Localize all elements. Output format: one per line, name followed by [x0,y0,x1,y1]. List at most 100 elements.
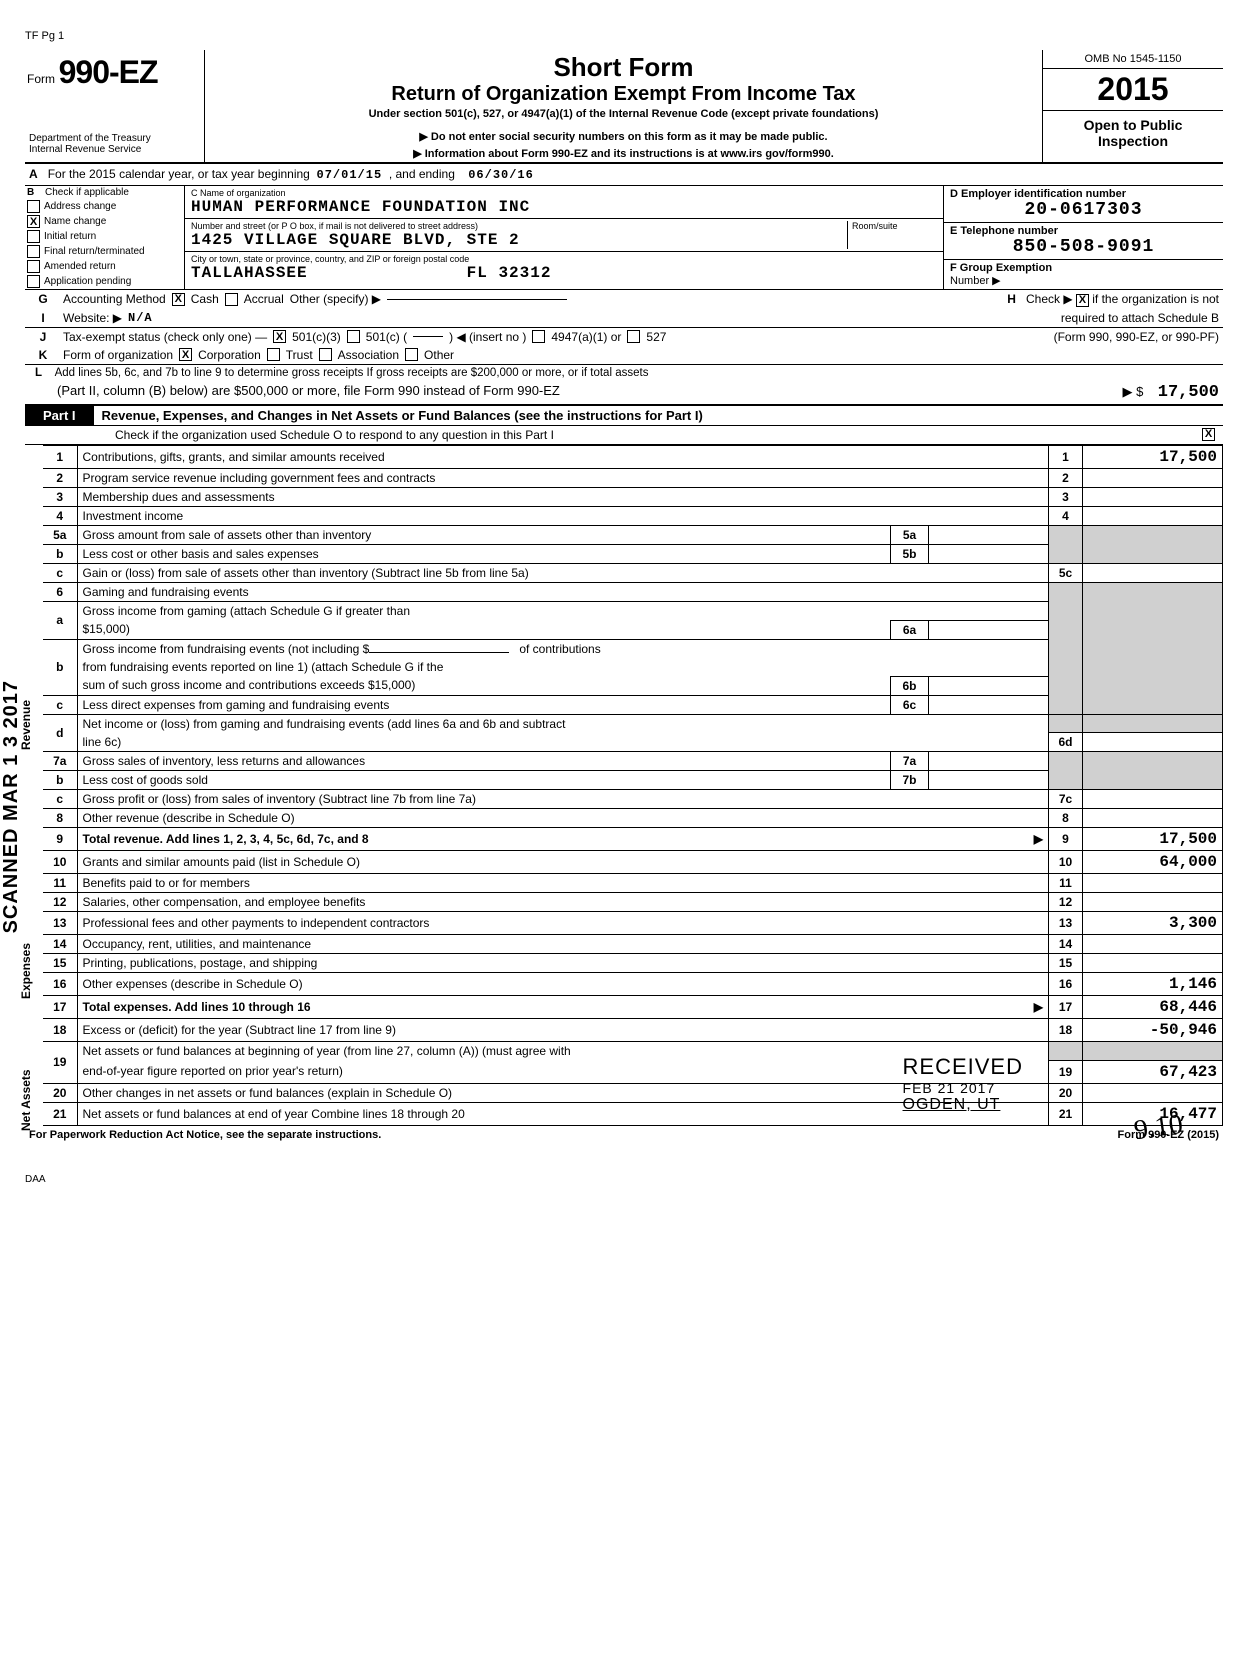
d6c: Less direct expenses from gaming and fun… [77,695,891,714]
d14: Occupancy, rent, utilities, and maintena… [77,935,1049,954]
lbl-initial-return: Initial return [44,231,96,242]
lbl-4947: 4947(a)(1) or [551,330,621,344]
v20 [1083,1083,1223,1102]
n11: 11 [43,874,77,893]
chk-address-change[interactable] [27,200,40,213]
v5c [1083,563,1223,582]
chk-initial-return[interactable] [27,230,40,243]
date-begin: 07/01/15 [317,168,383,182]
n2: 2 [43,468,77,487]
row-a-prefix: For the 2015 calendar year, or tax year … [48,167,310,181]
h-text-1: Check ▶ [1026,292,1073,306]
form-header: Form 990-EZ Department of the Treasury I… [25,50,1223,164]
form-number: 990-EZ [59,54,158,90]
n16: 16 [43,973,77,996]
n20: 20 [43,1083,77,1102]
lbl-cash: Cash [191,292,219,306]
d6d2: line 6c) [77,733,1049,752]
n6d: d [43,714,77,752]
form-of-org-label: Form of organization [63,348,173,362]
form-prefix: Form [27,72,55,86]
sn6a: 6a [891,620,929,639]
org-name: HUMAN PERFORMANCE FOUNDATION INC [191,198,937,216]
letter-l: L [35,367,42,379]
chk-final-return[interactable] [27,245,40,258]
chk-501c[interactable] [347,330,360,343]
n7c: c [43,790,77,809]
ln18: 18 [1049,1019,1083,1042]
section-b: B Check if applicable Address change XNa… [25,186,1223,290]
501c-insert[interactable] [413,336,443,337]
fundraising-amount-field[interactable] [369,652,509,653]
v1: 17,500 [1083,445,1223,468]
inspection-1: Open to Public [1043,117,1223,133]
n4: 4 [43,506,77,525]
chk-501c3[interactable]: X [273,330,286,343]
n5b: b [43,544,77,563]
d6b: Gross income from fundraising events (no… [77,639,1049,658]
d17: Total expenses. Add lines 10 through 16▶ [77,996,1049,1019]
h-text-3: required to attach Schedule B [1061,311,1219,325]
part-1-header: Part I Revenue, Expenses, and Changes in… [25,406,1223,426]
lbl-trust: Trust [286,348,313,362]
v17: 68,446 [1083,996,1223,1019]
label-street: Number and street (or P O box, if mail i… [191,221,847,231]
n10: 10 [43,851,77,874]
chk-h[interactable]: X [1076,294,1089,307]
lbl-association: Association [338,348,399,362]
d9: Total revenue. Add lines 1, 2, 3, 4, 5c,… [77,828,1049,851]
chk-application-pending[interactable] [27,275,40,288]
side-revenue: Revenue [19,595,33,855]
lbl-application-pending: Application pending [44,276,131,287]
ln4: 4 [1049,506,1083,525]
chk-amended-return[interactable] [27,260,40,273]
label-d-ein: D Employer identification number [950,188,1217,200]
city-state-zip: TALLAHASSEE FL 32312 [191,264,937,282]
v19: 67,423 [1083,1060,1223,1083]
chk-corporation[interactable]: X [179,348,192,361]
lbl-corporation: Corporation [198,348,261,362]
ln14: 14 [1049,935,1083,954]
chk-4947[interactable] [532,330,545,343]
chk-cash[interactable]: X [172,293,185,306]
lbl-501c: 501(c) ( [366,330,407,344]
d6b4: sum of such gross income and contributio… [77,676,891,695]
row-a: A For the 2015 calendar year, or tax yea… [25,164,1223,186]
v12 [1083,893,1223,912]
lbl-final-return: Final return/terminated [44,246,145,257]
letter-j: J [29,330,57,344]
page-marker: TF Pg 1 [25,30,1223,42]
chk-name-change[interactable]: X [27,215,40,228]
d2: Program service revenue including govern… [77,468,1049,487]
d6: Gaming and fundraising events [77,582,1049,601]
year-box: OMB No 1545-1150 2015 Open to Public Ins… [1043,50,1223,162]
chk-association[interactable] [319,348,332,361]
chk-527[interactable] [627,330,640,343]
street-address: 1425 VILLAGE SQUARE BLVD, STE 2 [191,231,847,249]
chk-accrual[interactable] [225,293,238,306]
lbl-527: 527 [646,330,666,344]
tax-exempt-label: Tax-exempt status (check only one) — [63,330,267,344]
chk-schedule-o[interactable]: X [1202,428,1215,441]
inspection-label: Open to Public Inspection [1043,111,1223,155]
chk-trust[interactable] [267,348,280,361]
j-right: (Form 990, 990-EZ, or 990-PF) [1054,330,1219,344]
other-specify-field[interactable] [387,299,567,300]
v13: 3,300 [1083,912,1223,935]
lbl-accrual: Accrual [244,292,284,306]
received-stamp: RECEIVED FEB 21 2017 OGDEN, UT [903,1054,1023,1114]
row-l-2: (Part II, column (B) below) are $500,000… [25,381,1223,406]
chk-other-org[interactable] [405,348,418,361]
stamp-received: RECEIVED [903,1054,1023,1080]
row-l-text-2: (Part II, column (B) below) are $500,000… [57,383,560,402]
label-c: C Name of organization [191,188,937,198]
row-j: J Tax-exempt status (check only one) — X… [25,327,1223,346]
shade-6 [1049,582,1083,714]
footer-left: For Paperwork Reduction Act Notice, see … [29,1129,381,1141]
sv6c [929,695,1049,714]
lbl-501c-b: ) ◀ (insert no ) [449,330,526,344]
part-1-sub: Check if the organization used Schedule … [25,426,1223,445]
shade-6dv [1083,714,1223,733]
ln2: 2 [1049,468,1083,487]
label-f-group: F Group Exemption [950,262,1217,274]
